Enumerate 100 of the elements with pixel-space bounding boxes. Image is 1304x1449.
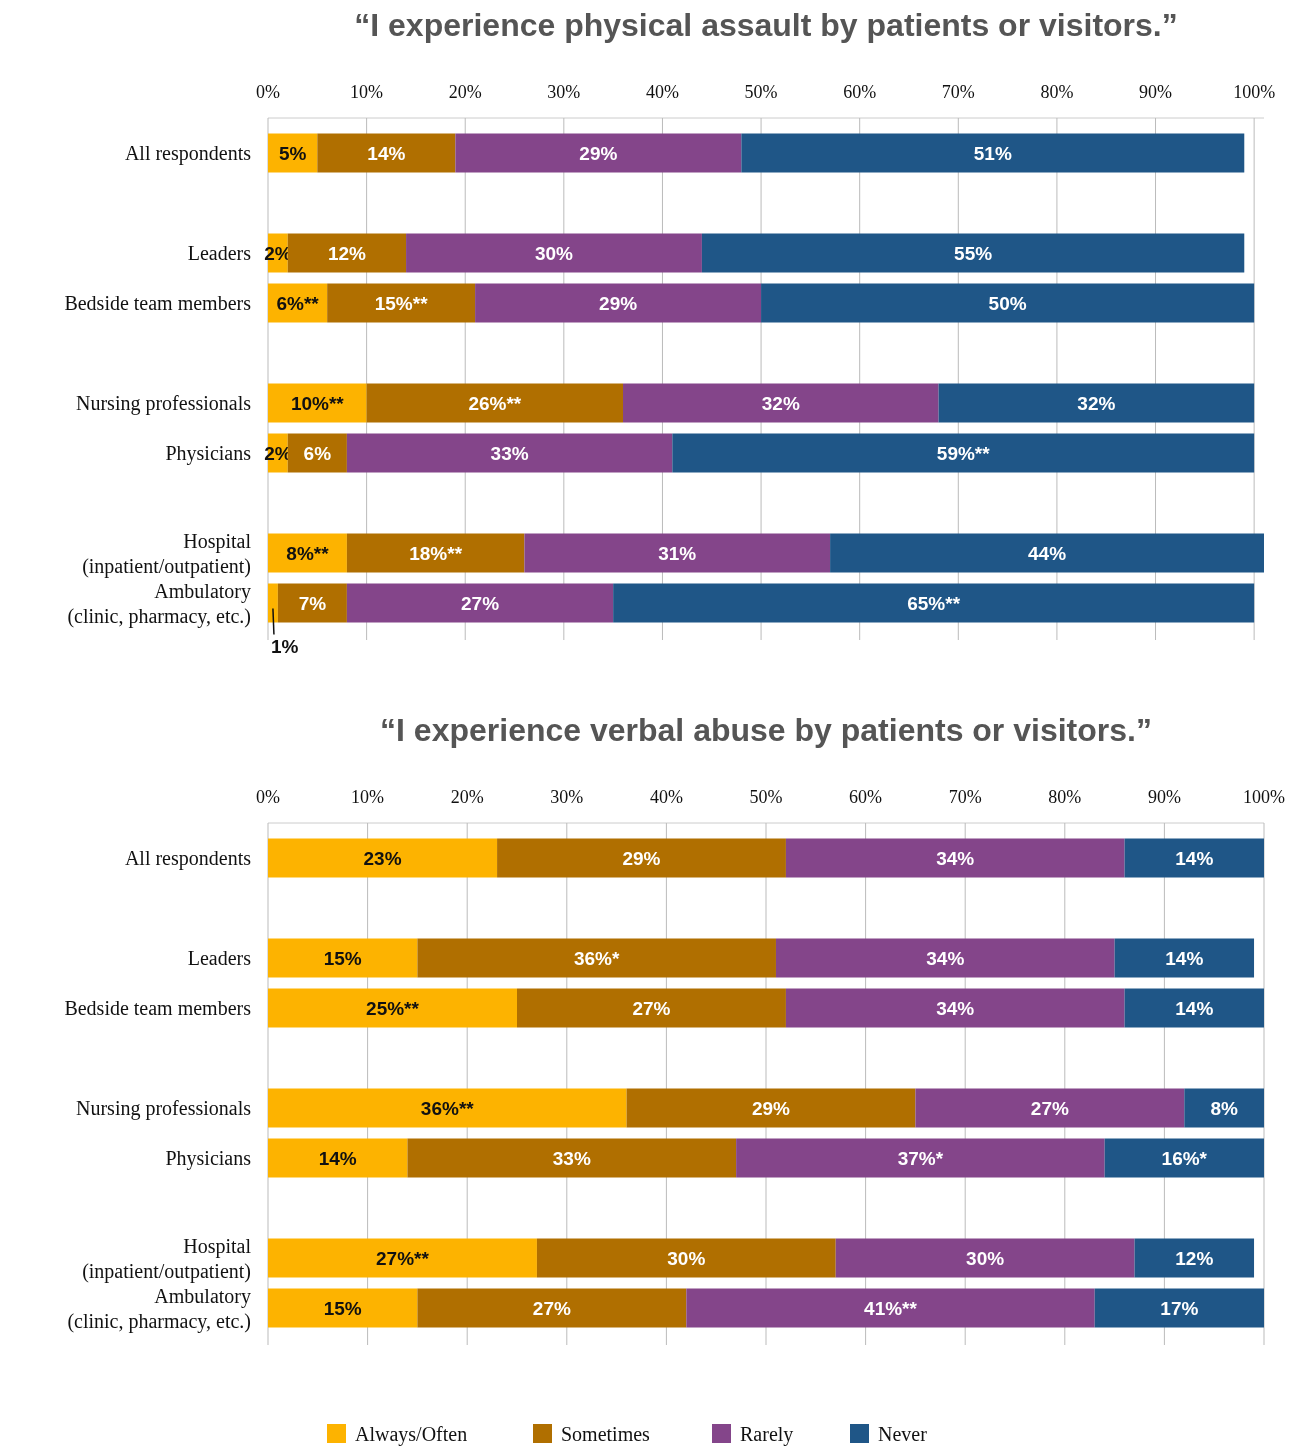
- y-tick-label: Ambulatory (clinic, pharmacy, etc.): [67, 579, 251, 628]
- x-tick-label: 30%: [550, 787, 584, 807]
- data-label: 15%**: [374, 293, 429, 314]
- y-tick-label: Physicians: [165, 1147, 252, 1170]
- data-label: 31%: [658, 543, 697, 564]
- bar: [268, 838, 498, 878]
- x-tick-label: 50%: [744, 82, 778, 102]
- x-tick-label: 40%: [645, 82, 679, 102]
- data-label: 36%*: [573, 948, 620, 969]
- data-label: 34%: [926, 948, 965, 969]
- data-label: 55%: [954, 243, 993, 264]
- bar: [517, 988, 786, 1028]
- data-label: 33%: [552, 1148, 591, 1169]
- data-label: 25%**: [366, 998, 420, 1019]
- bar: [623, 383, 939, 423]
- bar: [741, 133, 1245, 173]
- data-label: 29%: [622, 848, 661, 869]
- bar: [327, 283, 476, 323]
- data-label: 1%: [270, 635, 299, 657]
- data-label: 50%: [988, 293, 1027, 314]
- data-label: 26%**: [468, 393, 522, 414]
- data-label: 14%: [1165, 948, 1204, 969]
- bar: [785, 988, 1125, 1028]
- data-label: 32%: [1077, 393, 1116, 414]
- bar: [317, 133, 456, 173]
- data-label: 41%**: [864, 1298, 918, 1319]
- x-tick-label: 0%: [256, 787, 280, 807]
- bar: [407, 1138, 737, 1178]
- data-label: 34%: [936, 998, 975, 1019]
- data-label: 30%: [534, 243, 574, 264]
- data-label: 18%**: [409, 543, 463, 564]
- bar: [268, 583, 278, 623]
- bar: [701, 233, 1245, 273]
- bar: [406, 233, 702, 273]
- bar: [268, 1238, 537, 1278]
- x-tick-label: 80%: [1040, 82, 1074, 102]
- bar: [287, 233, 407, 273]
- bar: [268, 1088, 627, 1128]
- data-label: 16%*: [1161, 1148, 1208, 1169]
- bar: [346, 533, 525, 573]
- bar: [268, 383, 367, 423]
- x-tick-label: 70%: [948, 787, 982, 807]
- data-label: 51%: [973, 143, 1012, 164]
- bar: [417, 1288, 687, 1328]
- chart-title: “I experience physical assault by patients or visitors.”: [354, 7, 1178, 43]
- data-label: 15%: [323, 1298, 362, 1319]
- bar: [366, 383, 624, 423]
- data-label: 8%**: [286, 543, 330, 564]
- y-tick-label: Hospital (inpatient/outpatient): [82, 1234, 252, 1283]
- data-label: 6%**: [276, 293, 320, 314]
- x-tick-label: 90%: [1147, 787, 1181, 807]
- x-tick-label: 90%: [1139, 82, 1173, 102]
- bar: [835, 1238, 1135, 1278]
- y-tick-label: Nursing professionals: [76, 1097, 252, 1120]
- bar: [686, 1288, 1095, 1328]
- x-tick-label: 0%: [256, 82, 280, 102]
- data-label: 12%: [327, 243, 367, 264]
- x-tick-label: 10%: [351, 787, 385, 807]
- data-label: 17%: [1160, 1298, 1199, 1319]
- x-tick-label: 100%: [1233, 82, 1276, 102]
- y-tick-label: Bedside team members: [64, 292, 252, 314]
- data-label: 27%: [632, 998, 671, 1019]
- data-label: 34%: [936, 848, 975, 869]
- data-label: 23%: [363, 848, 402, 869]
- bar: [524, 533, 831, 573]
- data-label: 5%: [278, 143, 307, 164]
- data-label: 59%**: [936, 443, 991, 464]
- x-tick-label: 10%: [350, 82, 384, 102]
- bar: [785, 838, 1125, 878]
- x-tick-label: 70%: [941, 82, 975, 102]
- bar: [268, 988, 517, 1028]
- bar: [938, 383, 1255, 423]
- data-label: 15%: [323, 948, 362, 969]
- bar: [1134, 1238, 1255, 1278]
- x-tick-label: 20%: [448, 82, 482, 102]
- data-label: 29%: [599, 293, 638, 314]
- x-tick-label: 60%: [843, 82, 877, 102]
- bar: [277, 583, 347, 623]
- data-label: 14%: [1175, 848, 1214, 869]
- x-tick-label: 100%: [1243, 787, 1285, 807]
- bar: [1124, 988, 1264, 1028]
- bar: [475, 283, 762, 323]
- x-tick-label: 20%: [450, 787, 484, 807]
- data-label: 7%: [298, 593, 327, 614]
- data-label: 10%**: [290, 393, 345, 414]
- x-tick-label: 50%: [749, 787, 783, 807]
- bar: [346, 433, 673, 473]
- data-label: 29%: [751, 1098, 791, 1119]
- bar: [1104, 1138, 1264, 1178]
- y-tick-label: Physicians: [165, 442, 252, 465]
- y-tick-label: Bedside team members: [64, 997, 252, 1019]
- data-label: 65%**: [907, 593, 961, 614]
- data-label: 44%: [1028, 543, 1067, 564]
- bar: [497, 838, 786, 878]
- bar: [455, 133, 742, 173]
- data-label: 37%*: [897, 1148, 944, 1169]
- x-tick-label: 40%: [649, 787, 683, 807]
- data-label: 14%: [367, 143, 406, 164]
- bar: [346, 583, 614, 623]
- bar: [268, 1138, 408, 1178]
